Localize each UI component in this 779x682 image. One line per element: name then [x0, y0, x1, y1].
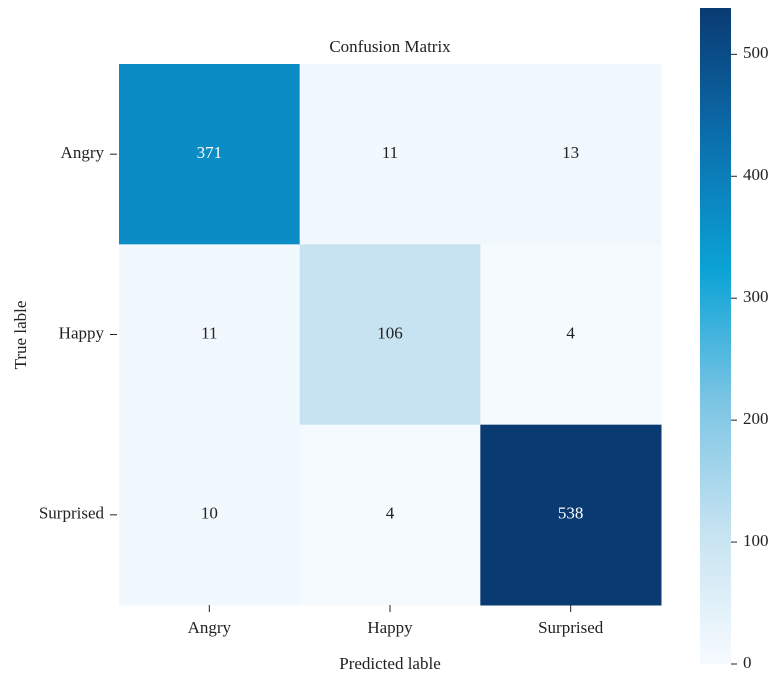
colorbar-tick-label: 200: [743, 409, 769, 428]
cell-label: 106: [377, 323, 403, 342]
chart-title: Confusion Matrix: [329, 37, 451, 56]
heatmap-cell: [299, 244, 481, 426]
colorbar-tick-label: 400: [743, 165, 769, 184]
y-tick-label: Surprised: [39, 504, 105, 523]
cell-label: 538: [558, 504, 584, 523]
y-axis-label: True lable: [11, 301, 30, 370]
heatmap-cell: [119, 244, 301, 426]
colorbar-tick-label: 500: [743, 43, 769, 62]
colorbar-tick-label: 300: [743, 287, 769, 306]
colorbar: [700, 8, 731, 664]
heatmap-cell: [299, 424, 481, 606]
heatmap-cell: [299, 64, 481, 245]
cell-label: 10: [201, 504, 218, 523]
heatmap-cell: [480, 424, 662, 606]
colorbar-tick-label: 0: [743, 653, 752, 672]
cell-label: 11: [382, 143, 398, 162]
colorbar-tick-label: 100: [743, 531, 769, 550]
x-tick-label: Angry: [188, 618, 232, 637]
heatmap-cell: [119, 424, 301, 606]
x-tick-label: Happy: [367, 618, 413, 637]
cell-label: 4: [386, 504, 395, 523]
heatmap-cell: [480, 64, 662, 245]
cell-label: 13: [562, 143, 579, 162]
x-tick-label: Surprised: [538, 618, 604, 637]
y-tick-label: Happy: [59, 323, 105, 342]
heatmap-cell: [480, 244, 662, 426]
x-axis-label: Predicted lable: [339, 654, 441, 673]
y-tick-label: Angry: [61, 143, 105, 162]
cell-label: 4: [566, 323, 575, 342]
heatmap-cell: [119, 64, 301, 245]
cell-label: 11: [201, 323, 217, 342]
cell-label: 371: [197, 143, 223, 162]
